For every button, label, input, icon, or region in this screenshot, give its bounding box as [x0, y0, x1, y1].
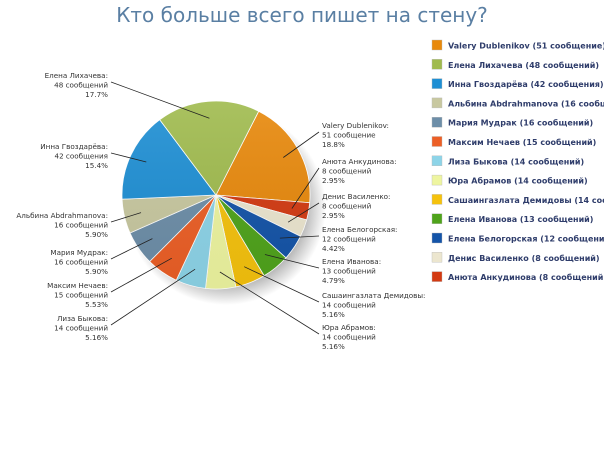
leader-line: [110, 268, 196, 326]
slice-label: Елена Лихачева: 48 сообщений 17.7%: [45, 71, 109, 99]
leader-line: [110, 257, 172, 293]
legend-label[interactable]: Valery Dublenikov (51 сообщение): [448, 41, 604, 51]
legend-swatch: [431, 232, 443, 244]
chart-title: Кто больше всего пишет на стену?: [116, 3, 488, 27]
slice-label: Елена Иванова: 13 сообщений 4.79%: [322, 257, 381, 285]
legend-swatch: [431, 271, 443, 282]
legend-label[interactable]: Елена Иванова (13 сообщений): [448, 214, 593, 224]
legend-label[interactable]: Анюта Анкудинова (8 сообщений): [448, 272, 604, 282]
leader-line: [110, 152, 147, 163]
legend-swatch: [431, 213, 443, 224]
leader-line: [287, 202, 320, 223]
slice-label: Альбина Abdrahmanova: 16 сообщений 5.90%: [16, 211, 108, 239]
leader-line: [264, 254, 320, 269]
legend-swatch: [431, 252, 443, 263]
leader-line: [283, 131, 320, 158]
pie-gloss: [122, 101, 310, 289]
slice-label: Мария Мудрак: 16 сообщений 5.90%: [50, 248, 108, 276]
legend-label[interactable]: Денис Василенко (8 сообщений): [448, 253, 600, 263]
leader-line: [110, 238, 153, 260]
legend-label[interactable]: Елена Лихачева (48 сообщений): [448, 60, 599, 70]
slice-label: Valery Dublenikov: 51 сообщение 18.8%: [322, 121, 389, 149]
leader-line: [291, 167, 320, 209]
legend-label[interactable]: Инна Гвоздарёва (42 сообщения): [448, 79, 604, 89]
slice-label: Юра Абрамов: 14 сообщений 5.16%: [322, 323, 376, 351]
legend-label[interactable]: Альбина Abdrahmanova (16 сообщен: [448, 98, 604, 108]
legend-label[interactable]: Мария Мудрак (16 сообщений): [448, 118, 593, 128]
leader-line: [279, 235, 320, 239]
leader-line: [110, 212, 142, 223]
legend-label[interactable]: Максим Нечаев (15 сообщений): [448, 137, 596, 147]
leader-line: [219, 271, 320, 335]
slice-label: Максим Нечаев: 15 сообщений 5.53%: [47, 281, 108, 309]
legend-label[interactable]: Елена Белогорская (12 сообщений): [448, 234, 604, 244]
legend-swatch: [431, 39, 443, 51]
legend-swatch: [431, 116, 443, 128]
legend-label[interactable]: Сашаингазлата Демидовы (14 сообщ: [448, 195, 604, 205]
slice-label: Елена Белогорская: 12 сообщений 4.42%: [322, 225, 397, 253]
leader-line: [244, 266, 320, 303]
leader-line: [110, 81, 210, 119]
legend-swatch: [431, 174, 443, 186]
slice-label: Анюта Анкудинова: 8 сообщений 2.95%: [322, 157, 397, 185]
legend-swatch: [431, 136, 443, 147]
legend-swatch: [431, 78, 443, 89]
slice-label: Лиза Быкова: 14 сообщений 5.16%: [54, 314, 108, 342]
slice-label: Инна Гвоздарёва: 42 сообщения 15.4%: [40, 142, 108, 170]
legend-swatch: [431, 155, 443, 167]
legend-label[interactable]: Юра Абрамов (14 сообщений): [448, 176, 588, 186]
slice-label: Денис Василенко: 8 сообщений 2.95%: [322, 192, 390, 220]
legend-swatch: [431, 194, 443, 205]
legend-swatch: [431, 97, 443, 109]
legend-label[interactable]: Лиза Быкова (14 сообщений): [448, 156, 584, 166]
legend-swatch: [431, 59, 443, 70]
slice-label: Сашаингазлата Демидовы: 14 сообщений 5.16%: [322, 291, 425, 319]
